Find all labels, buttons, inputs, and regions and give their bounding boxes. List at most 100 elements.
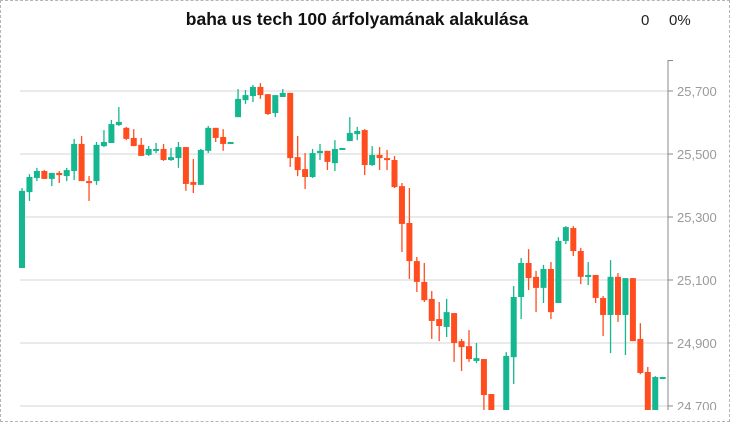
candle-body — [26, 176, 33, 193]
change-percent: 0% — [669, 12, 691, 29]
candle — [26, 174, 33, 201]
candle-body — [108, 124, 115, 143]
candle-body — [607, 276, 614, 315]
candle-body — [168, 157, 174, 160]
candle — [369, 146, 376, 166]
candle-body — [19, 190, 25, 269]
candle-body — [339, 148, 346, 151]
candle-body — [115, 121, 122, 126]
candle — [33, 167, 40, 182]
candle — [41, 170, 48, 179]
candle — [78, 136, 85, 182]
chart-title: baha us tech 100 árfolyamának alakulása — [185, 9, 529, 29]
candle — [48, 172, 55, 187]
candle — [235, 89, 242, 118]
candles — [19, 83, 666, 410]
candle — [175, 142, 182, 168]
candle — [398, 182, 405, 252]
candle — [153, 142, 160, 154]
change-value: 0 — [641, 12, 650, 29]
candle-body — [48, 172, 55, 179]
candle-body — [130, 137, 137, 147]
candle — [488, 394, 495, 410]
candle-body — [41, 171, 48, 179]
candle-body — [212, 127, 219, 138]
candle — [220, 129, 227, 151]
candle-body — [637, 338, 644, 373]
candle-body — [577, 251, 584, 277]
candle — [525, 249, 532, 291]
y-tick-label: 25,500 — [677, 147, 717, 162]
candle-body — [473, 358, 480, 361]
candle — [644, 366, 651, 410]
candle — [562, 226, 569, 245]
candle-body — [331, 148, 338, 164]
candle — [518, 257, 525, 320]
candle-body — [451, 313, 458, 343]
candle-body — [317, 150, 323, 154]
candle-body — [249, 86, 256, 97]
candle — [600, 296, 607, 337]
candle-body — [182, 147, 189, 184]
y-tick-label: 24,700 — [677, 399, 717, 410]
candle-body — [518, 262, 525, 298]
candle-body — [644, 371, 651, 410]
candle-body — [585, 274, 592, 277]
candle-body — [190, 182, 197, 185]
candle — [130, 129, 137, 147]
candle — [287, 92, 294, 167]
candle-body — [428, 298, 435, 321]
candle-body — [510, 297, 517, 358]
y-tick-label: 25,700 — [677, 84, 717, 99]
candle-body — [235, 98, 242, 118]
candle-body — [436, 319, 443, 326]
candle-body — [384, 158, 391, 161]
candle-body — [153, 148, 160, 151]
candle-body — [205, 127, 212, 151]
candle-body — [592, 274, 599, 298]
candle — [384, 149, 391, 171]
candle — [473, 343, 480, 364]
candle — [86, 176, 93, 201]
candle-body — [413, 261, 420, 282]
candle — [659, 377, 666, 380]
candle — [592, 274, 599, 303]
candle-body — [145, 148, 152, 155]
candle — [577, 247, 584, 285]
candle — [421, 262, 428, 303]
candle-body — [376, 154, 383, 159]
candle-body — [197, 149, 204, 185]
candle — [242, 90, 249, 104]
candle-body — [175, 147, 182, 159]
candle-body — [227, 142, 234, 145]
candle — [376, 147, 383, 171]
candle — [212, 127, 219, 143]
candle-body — [369, 154, 376, 166]
candle — [138, 137, 145, 156]
candle-body — [540, 268, 547, 288]
candle-body — [443, 312, 450, 327]
candle — [458, 338, 465, 372]
candle — [607, 260, 614, 354]
candle-body — [659, 377, 666, 380]
candle-body — [279, 92, 286, 97]
candle — [451, 313, 458, 362]
candle — [168, 148, 174, 161]
candle — [108, 119, 115, 143]
candle-body — [242, 95, 249, 101]
candle-body — [160, 148, 167, 160]
candle — [406, 188, 413, 280]
candle-body — [406, 222, 413, 262]
candle — [466, 330, 472, 362]
candle — [182, 147, 189, 191]
candle — [93, 142, 100, 185]
candle — [413, 257, 420, 292]
candle — [100, 130, 107, 148]
candle-body — [86, 181, 93, 184]
candle — [652, 376, 659, 410]
candle-body — [33, 171, 40, 178]
candle-body — [622, 278, 629, 315]
candle — [257, 83, 264, 99]
y-tick-label: 24,900 — [677, 336, 717, 351]
candle — [145, 146, 152, 156]
